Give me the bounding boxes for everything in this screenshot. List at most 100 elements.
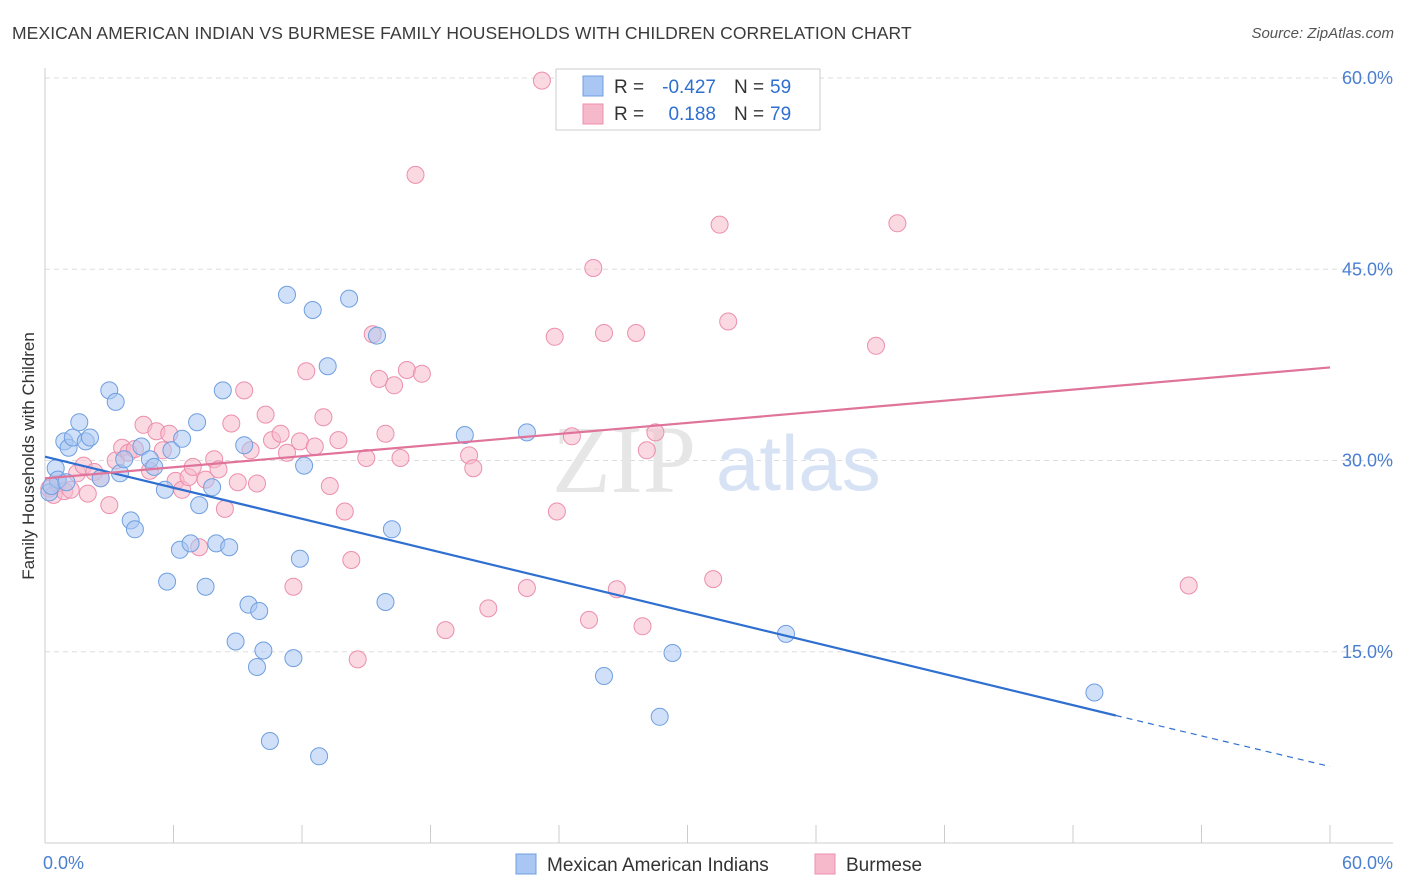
blue-point-53	[650, 707, 669, 726]
y-tick-label-3: 60.0%	[1342, 68, 1393, 88]
legend-n-label-2: N =	[734, 104, 764, 125]
blue-point-28	[203, 478, 222, 497]
blue-point-30	[213, 381, 232, 400]
blue-point-21	[162, 441, 181, 460]
pink-point-53	[391, 449, 410, 467]
pink-point-61	[517, 579, 536, 597]
blue-point-23	[173, 429, 192, 448]
series-legend-label-pink: Burmese	[846, 855, 922, 876]
legend-swatch-pink	[582, 103, 604, 125]
blue-point-48	[376, 593, 395, 611]
y-tick-label-1: 30.0%	[1342, 451, 1393, 471]
pink-point-64	[547, 502, 566, 521]
x-tick-label-0: 0.0%	[43, 853, 84, 873]
pink-point-42	[314, 408, 333, 427]
blue-point-49	[382, 520, 401, 539]
y-tick-label-0: 15.0%	[1342, 642, 1393, 662]
blue-point-38	[260, 732, 279, 750]
pink-point-57	[436, 621, 455, 640]
blue-point-25	[188, 413, 207, 432]
blue-point-26	[190, 496, 209, 515]
pink-point-77	[867, 336, 885, 355]
chart-title: MEXICAN AMERICAN INDIAN VS BURMESE FAMIL…	[12, 23, 912, 43]
pink-point-51	[376, 424, 395, 443]
source-credit: Source: ZipAtlas.com	[1251, 25, 1394, 42]
pink-point-43	[320, 477, 339, 495]
blue-point-56	[1085, 683, 1104, 702]
pink-point-45	[335, 502, 354, 521]
blue-point-47	[368, 326, 386, 345]
pink-point-73	[646, 423, 665, 442]
blue-point-15	[125, 520, 144, 539]
blue-point-11	[106, 392, 125, 411]
pink-point-72	[637, 441, 656, 460]
pink-point-10	[100, 496, 119, 515]
pink-point-52	[385, 376, 404, 395]
pink-point-56	[406, 165, 425, 184]
blue-trend-line	[44, 455, 1117, 717]
blue-point-13	[115, 450, 134, 469]
pink-point-44	[329, 431, 348, 450]
y-axis-label: Family Households with Children	[19, 332, 38, 580]
x-tick-labels: 0.0% 60.0%	[43, 853, 1393, 873]
legend-r-value-1: -0.427	[662, 77, 716, 98]
blue-point-32	[226, 632, 245, 651]
pink-point-34	[256, 405, 275, 424]
pink-point-30	[228, 473, 247, 492]
blue-point-41	[290, 549, 309, 568]
pink-point-65	[562, 427, 581, 446]
blue-point-44	[310, 747, 329, 766]
burmese-points	[40, 71, 1198, 669]
pink-point-31	[235, 381, 254, 400]
blue-point-46	[340, 289, 359, 308]
pink-point-79	[1179, 576, 1198, 595]
pink-point-27	[209, 460, 228, 479]
legend-r-label-2: R =	[614, 104, 644, 125]
series-legend: Mexican American Indians Burmese	[515, 853, 922, 876]
pink-point-41	[305, 437, 324, 456]
blue-point-52	[595, 667, 613, 685]
pink-point-78	[888, 214, 907, 233]
pink-point-47	[348, 650, 367, 669]
pink-point-28	[215, 499, 234, 518]
blue-point-42	[295, 456, 314, 475]
grid-lines	[45, 77, 1393, 653]
blue-point-31	[220, 538, 239, 557]
series-legend-swatch-pink	[814, 853, 836, 875]
pink-point-33	[248, 474, 266, 493]
legend-n-label-1: N =	[734, 77, 764, 98]
pink-point-7	[78, 484, 97, 503]
blue-point-24	[181, 534, 200, 553]
blue-point-33	[235, 436, 254, 455]
legend-swatch-blue	[582, 75, 604, 97]
series-legend-swatch-blue	[515, 853, 537, 875]
blue-point-57	[42, 477, 61, 495]
pink-point-48	[357, 449, 376, 467]
axes	[44, 68, 1393, 844]
blue-point-6	[70, 413, 89, 432]
watermark: ZIP atlas	[552, 406, 881, 513]
blue-point-16	[132, 437, 151, 456]
pink-point-50	[370, 369, 389, 388]
pink-point-40	[297, 362, 316, 381]
legend-n-value-2: 79	[770, 104, 791, 125]
blue-point-20	[158, 572, 177, 591]
pink-point-75	[710, 215, 729, 234]
blue-point-43	[303, 301, 322, 319]
pink-point-66	[580, 610, 598, 629]
blue-point-35	[248, 658, 266, 676]
pink-point-38	[284, 577, 303, 596]
pink-point-62	[532, 71, 551, 90]
pink-point-59	[464, 459, 483, 478]
blue-point-54	[663, 644, 682, 662]
blue-trend-extension	[1115, 714, 1331, 768]
legend-n-value-1: 59	[770, 77, 791, 98]
series-legend-label-blue: Mexican American Indians	[547, 855, 769, 876]
blue-point-45	[318, 357, 337, 376]
blue-point-18	[145, 457, 164, 476]
pink-point-60	[479, 599, 498, 618]
watermark-atlas: atlas	[716, 419, 881, 507]
blue-point-37	[254, 641, 273, 660]
blue-point-40	[284, 649, 303, 668]
